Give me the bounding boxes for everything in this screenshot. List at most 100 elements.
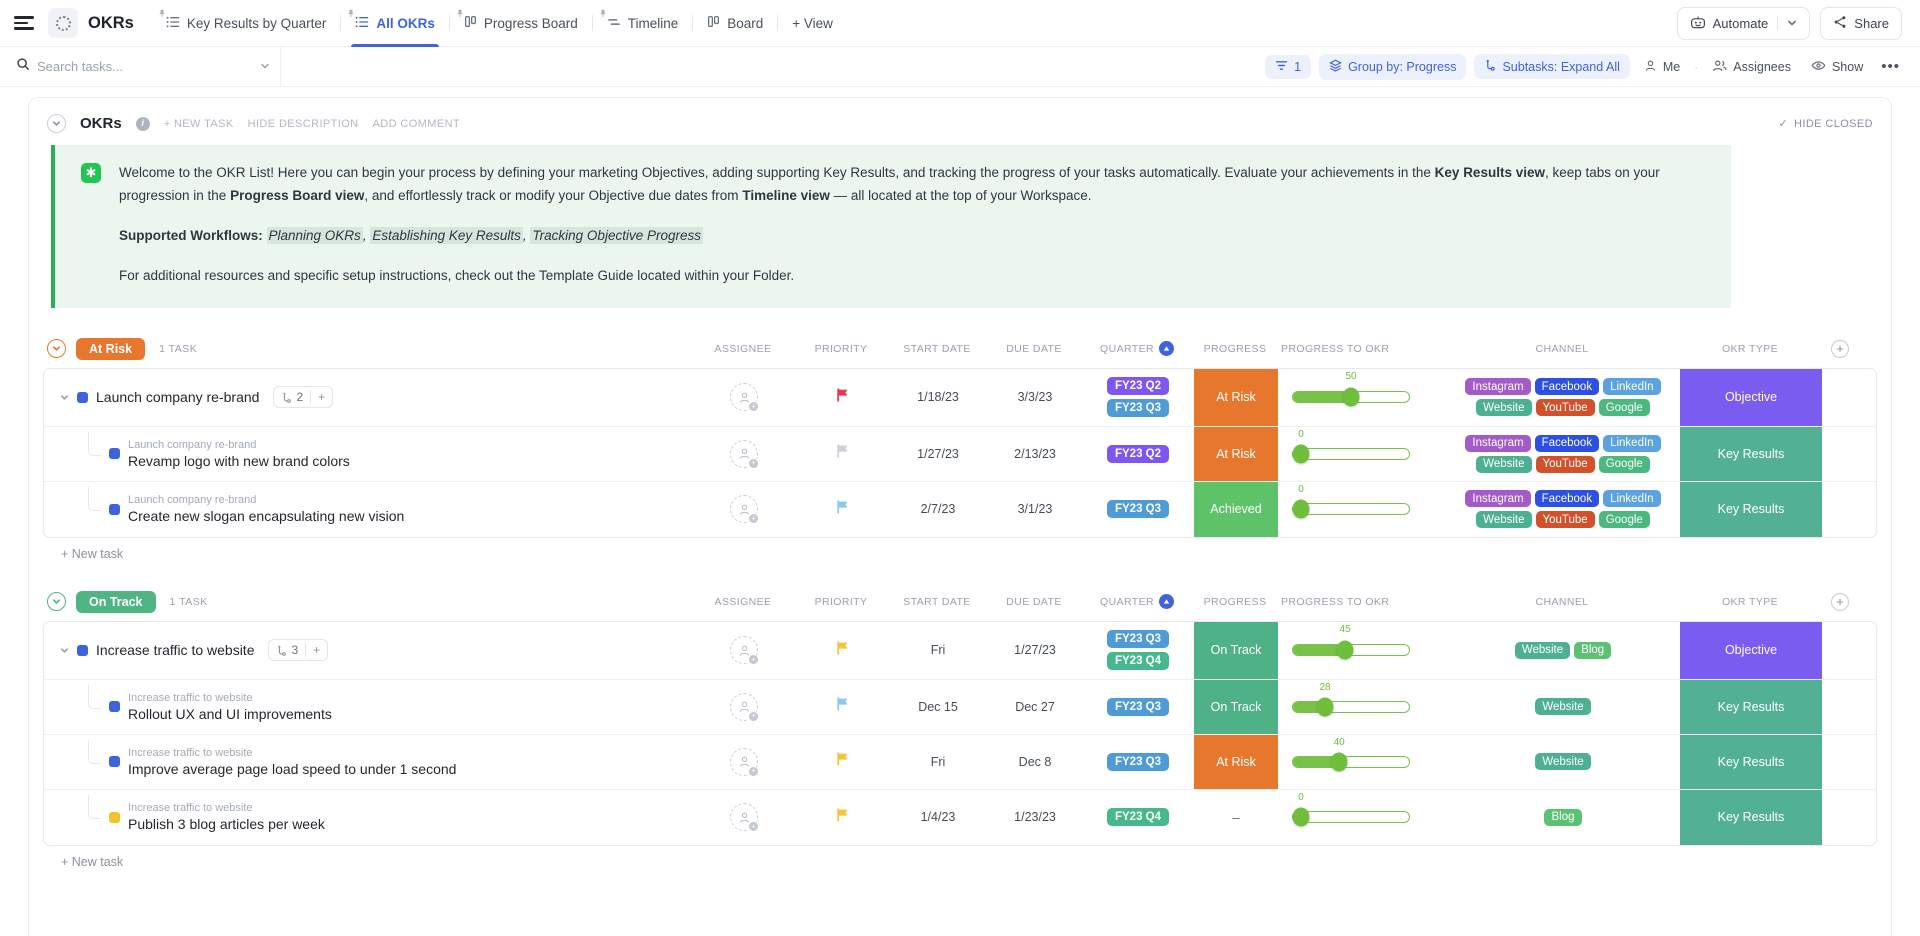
due-date[interactable]: 1/27/23 <box>1014 643 1056 658</box>
channel-tag[interactable]: Blog <box>1574 641 1612 659</box>
column-header-channel[interactable]: CHANNEL <box>1535 595 1589 608</box>
due-date[interactable]: 3/1/23 <box>1017 502 1053 517</box>
slider-track[interactable] <box>1292 755 1410 768</box>
quarter-tag[interactable]: FY23 Q3 <box>1106 630 1170 649</box>
progress-slider[interactable]: 28 <box>1292 680 1410 734</box>
channel-tag[interactable]: Website <box>1476 399 1532 417</box>
okr-type-badge[interactable]: Key Results <box>1680 481 1822 537</box>
channel-tag[interactable]: Facebook <box>1534 378 1600 396</box>
column-header-start-date[interactable]: START DATE <box>903 595 971 608</box>
column-header-priority[interactable]: PRIORITY <box>814 342 868 355</box>
sort-ascending-icon[interactable] <box>1158 594 1174 610</box>
start-date[interactable]: 1/27/23 <box>917 446 959 461</box>
parent-task-name[interactable]: Increase traffic to website <box>128 802 253 815</box>
me-filter[interactable]: Me <box>1638 55 1686 79</box>
priority-flag-icon[interactable] <box>836 388 849 407</box>
quarter-tag[interactable]: FY23 Q2 <box>1106 444 1170 463</box>
slider-track[interactable] <box>1292 811 1410 824</box>
slider-handle[interactable] <box>1292 444 1310 464</box>
column-header-assignee[interactable]: ASSIGNEE <box>714 595 772 608</box>
new-task-link[interactable]: + New task <box>61 546 124 561</box>
progress-slider[interactable]: 0 <box>1292 427 1410 481</box>
due-date[interactable]: 2/13/23 <box>1014 446 1056 461</box>
progress-slider[interactable]: 45 <box>1292 622 1410 679</box>
progress-slider[interactable]: 0 <box>1292 482 1410 537</box>
channel-tag[interactable]: Instagram <box>1465 378 1531 396</box>
task-status-icon[interactable] <box>109 701 120 713</box>
channel-tag[interactable]: Google <box>1598 399 1650 417</box>
channel-tag[interactable]: LinkedIn <box>1603 378 1661 396</box>
channel-tag[interactable]: Website <box>1535 698 1591 716</box>
due-date[interactable]: 3/3/23 <box>1017 390 1053 405</box>
slider-track[interactable] <box>1292 447 1410 460</box>
priority-flag-icon[interactable] <box>836 808 849 827</box>
priority-flag-icon[interactable] <box>836 641 849 660</box>
parent-task-name[interactable]: Launch company re-brand <box>128 494 257 507</box>
slider-handle[interactable] <box>1316 697 1334 717</box>
column-header-assignee[interactable]: ASSIGNEE <box>714 342 772 355</box>
column-header-priority[interactable]: PRIORITY <box>814 595 868 608</box>
slider-handle[interactable] <box>1336 640 1354 660</box>
task-status-icon[interactable] <box>77 391 88 403</box>
progress-status-badge[interactable]: At Risk <box>1194 368 1278 426</box>
add-comment-action[interactable]: ADD COMMENT <box>372 117 461 130</box>
parent-task-name[interactable]: Increase traffic to website <box>128 691 253 704</box>
slider-track[interactable] <box>1292 700 1410 713</box>
tab-all-okrs[interactable]: All OKRs <box>341 0 449 47</box>
column-header-progress-to-okr[interactable]: PROGRESS TO OKR <box>1281 595 1390 608</box>
column-header-quarter[interactable]: QUARTER <box>1081 341 1193 357</box>
new-task-action[interactable]: + NEW TASK <box>163 117 234 130</box>
priority-flag-icon[interactable] <box>836 444 849 463</box>
channel-tag[interactable]: Website <box>1476 511 1532 529</box>
collapse-group-icon[interactable] <box>47 592 66 612</box>
channel-tag[interactable]: Instagram <box>1465 434 1531 452</box>
group-by-button[interactable]: Group by: Progress <box>1319 53 1467 80</box>
channel-tag[interactable]: Blog <box>1544 808 1582 826</box>
hamburger-menu-icon[interactable] <box>14 16 34 30</box>
okr-type-badge[interactable]: Key Results <box>1680 679 1822 734</box>
show-button[interactable]: Show <box>1805 55 1869 79</box>
slider-handle[interactable] <box>1292 499 1310 519</box>
slider-handle[interactable] <box>1330 752 1348 772</box>
subtasks-button[interactable]: Subtasks: Expand All <box>1474 54 1630 79</box>
hide-description-action[interactable]: HIDE DESCRIPTION <box>247 117 359 130</box>
channel-tag[interactable]: Facebook <box>1534 434 1600 452</box>
task-name[interactable]: Revamp logo with new brand colors <box>128 452 350 469</box>
group-status-badge[interactable]: On Track <box>76 590 156 613</box>
task-name[interactable]: Increase traffic to website <box>96 642 255 659</box>
okr-type-badge[interactable]: Key Results <box>1680 734 1822 789</box>
add-assignee-button[interactable]: + <box>730 692 759 722</box>
add-column-button[interactable]: + <box>1831 339 1849 358</box>
progress-status-badge[interactable]: At Risk <box>1194 426 1278 481</box>
tab-board[interactable]: Board <box>693 0 777 46</box>
add-assignee-button[interactable]: + <box>730 803 759 833</box>
priority-flag-icon[interactable] <box>836 752 849 771</box>
filter-button[interactable]: 1 <box>1265 54 1312 79</box>
channel-tag[interactable]: Website <box>1514 641 1571 659</box>
parent-task-name[interactable]: Launch company re-brand <box>128 438 257 451</box>
tab-key-results-by-quarter[interactable]: Key Results by Quarter <box>152 0 341 46</box>
tab-view[interactable]: + View <box>778 0 847 46</box>
quarter-tag[interactable]: FY23 Q4 <box>1106 808 1170 827</box>
sort-ascending-icon[interactable] <box>1158 341 1174 357</box>
quarter-tag[interactable]: FY23 Q3 <box>1106 399 1170 418</box>
collapse-list-icon[interactable] <box>47 114 66 133</box>
column-header-progress[interactable]: PROGRESS <box>1203 342 1267 355</box>
add-column-button[interactable]: + <box>1831 592 1849 611</box>
add-assignee-button[interactable]: + <box>730 439 759 469</box>
add-subtask-button[interactable]: + <box>305 643 327 658</box>
task-status-icon[interactable] <box>109 811 120 823</box>
column-header-start-date[interactable]: START DATE <box>903 342 971 355</box>
channel-tag[interactable]: Website <box>1535 753 1591 771</box>
automate-button[interactable]: Automate <box>1676 6 1811 40</box>
quarter-tag[interactable]: FY23 Q2 <box>1106 377 1170 396</box>
info-icon[interactable]: i <box>135 116 150 131</box>
channel-tag[interactable]: YouTube <box>1535 399 1595 417</box>
due-date[interactable]: Dec 8 <box>1018 754 1052 769</box>
due-date[interactable]: 1/23/23 <box>1014 810 1056 825</box>
column-header-progress[interactable]: PROGRESS <box>1203 595 1267 608</box>
progress-status-badge[interactable]: On Track <box>1194 621 1278 679</box>
progress-slider[interactable]: 0 <box>1292 790 1410 845</box>
column-header-progress-to-okr[interactable]: PROGRESS TO OKR <box>1281 342 1390 355</box>
new-task-link[interactable]: + New task <box>61 854 124 869</box>
